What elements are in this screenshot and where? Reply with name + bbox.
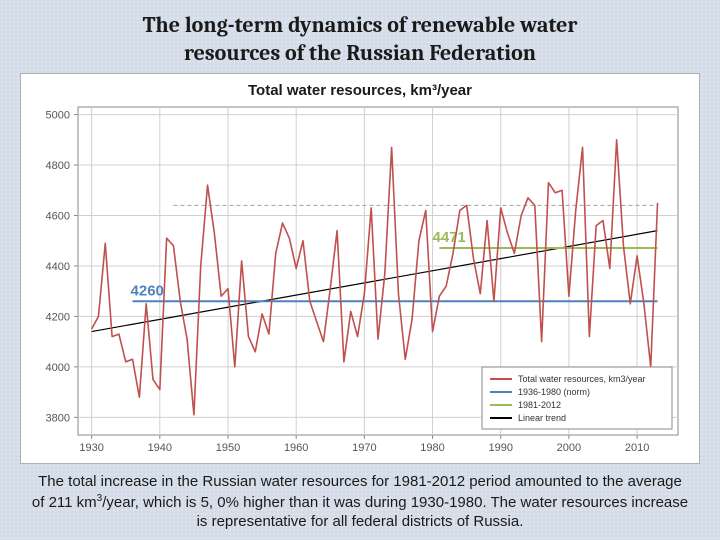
xtick-label: 1940 [148, 442, 172, 454]
xtick-label: 1950 [216, 442, 240, 454]
ytick-label: 5000 [46, 110, 70, 122]
legend-label: 1936-1980 (norm) [518, 387, 590, 397]
caption: The total increase in the Russian water … [30, 472, 690, 532]
xtick-label: 1980 [420, 442, 444, 454]
xtick-label: 1960 [284, 442, 308, 454]
label-4471: 4471 [433, 229, 466, 246]
title-line-2: resources of the Russian Federation [184, 40, 536, 66]
ytick-label: 4000 [46, 362, 70, 374]
ytick-label: 4200 [46, 311, 70, 323]
ytick-label: 3800 [46, 412, 70, 424]
chart-frame: Total water resources, km³/year 3800 4000… [20, 73, 700, 464]
xtick-label: 1970 [352, 442, 376, 454]
slide-title: The long-term dynamics of renewable wate… [143, 12, 578, 67]
xtick-label: 1930 [79, 442, 103, 454]
ytick-label: 4400 [46, 261, 70, 273]
legend-label: Total water resources, km3/year [518, 374, 646, 384]
caption-b: /year, which is 5, 0% higher than it was… [102, 494, 688, 531]
xtick-label: 2000 [557, 442, 581, 454]
legend-label: Linear trend [518, 413, 566, 423]
ytick-label: 4800 [46, 160, 70, 172]
xtick-label: 1990 [488, 442, 512, 454]
water-resources-chart: 3800 4000 4200 4400 4600 4800 5000 1930 1940 1950… [30, 101, 690, 461]
ytick-label: 4600 [46, 210, 70, 222]
xtick-label: 2010 [625, 442, 649, 454]
chart-title: Total water resources, km³/year [248, 82, 472, 99]
title-line-1: The long-term dynamics of renewable wate… [143, 12, 578, 38]
label-4260: 4260 [131, 282, 164, 299]
legend-label: 1981-2012 [518, 400, 561, 410]
